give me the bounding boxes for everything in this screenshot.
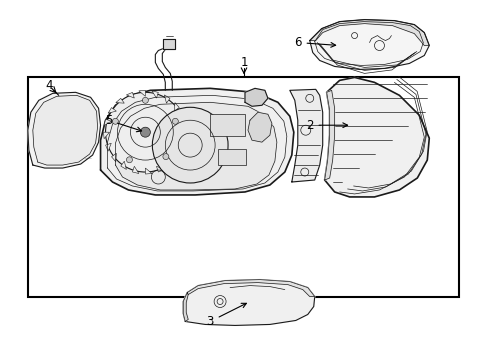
Text: 4: 4 [45, 79, 52, 92]
Polygon shape [164, 95, 170, 103]
Circle shape [105, 92, 185, 172]
Polygon shape [183, 293, 188, 321]
Polygon shape [28, 92, 101, 168]
Circle shape [172, 118, 178, 124]
Polygon shape [152, 91, 158, 98]
Text: 6: 6 [293, 36, 335, 49]
Polygon shape [132, 166, 139, 174]
Polygon shape [104, 119, 111, 126]
Polygon shape [174, 151, 183, 157]
Text: 5: 5 [104, 114, 141, 132]
Bar [210, 114, 244, 136]
Polygon shape [126, 93, 134, 98]
Polygon shape [121, 161, 126, 170]
Polygon shape [139, 90, 145, 96]
Circle shape [163, 154, 168, 159]
Polygon shape [111, 153, 116, 162]
Circle shape [152, 107, 227, 183]
Polygon shape [289, 89, 322, 182]
Polygon shape [179, 139, 186, 145]
Polygon shape [108, 108, 116, 113]
Polygon shape [166, 161, 175, 166]
Polygon shape [244, 88, 267, 106]
Polygon shape [187, 280, 314, 297]
Polygon shape [33, 95, 98, 165]
Polygon shape [101, 88, 293, 195]
Polygon shape [309, 20, 428, 45]
Bar [28, 77, 458, 297]
Polygon shape [183, 280, 314, 325]
Polygon shape [247, 112, 271, 142]
Circle shape [126, 157, 132, 163]
Bar [218, 149, 245, 165]
Polygon shape [116, 98, 124, 103]
Polygon shape [179, 113, 185, 121]
Text: 2: 2 [305, 119, 347, 132]
Polygon shape [105, 143, 111, 151]
Polygon shape [324, 90, 334, 180]
Text: 3: 3 [206, 303, 246, 328]
Circle shape [112, 118, 118, 124]
Polygon shape [181, 126, 187, 132]
Polygon shape [163, 39, 175, 49]
Polygon shape [103, 132, 109, 139]
Polygon shape [115, 102, 276, 190]
Polygon shape [156, 166, 164, 172]
Circle shape [140, 127, 150, 137]
Polygon shape [324, 77, 428, 197]
Circle shape [142, 97, 148, 103]
Polygon shape [145, 168, 152, 174]
Polygon shape [174, 103, 179, 111]
Polygon shape [309, 20, 428, 69]
Text: 1: 1 [240, 56, 247, 69]
